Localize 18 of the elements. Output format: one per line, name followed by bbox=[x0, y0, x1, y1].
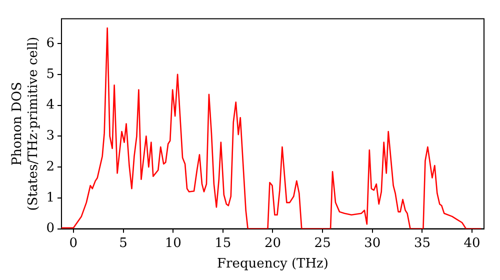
x-tick-label: 20 bbox=[264, 236, 282, 251]
y-tick-label: 5 bbox=[46, 66, 54, 82]
y-tick-label: 3 bbox=[46, 128, 54, 144]
y-tick-label: 6 bbox=[46, 36, 54, 51]
x-tick-label: 30 bbox=[364, 236, 381, 251]
x-tick-label: 0 bbox=[69, 236, 78, 251]
x-tick-label: 5 bbox=[119, 236, 128, 251]
y-tick-label: 0 bbox=[46, 221, 54, 236]
x-tick-label: 15 bbox=[214, 236, 232, 251]
y-tick-label: 1 bbox=[46, 190, 54, 206]
x-tick-label: 40 bbox=[464, 236, 480, 251]
x-tick-label: 10 bbox=[164, 236, 182, 251]
x-axis-title: Frequency (THz) bbox=[217, 256, 328, 272]
x-tick-label: 35 bbox=[414, 236, 430, 251]
y-axis-title: Phonon DOS (States/THz·primitive cell) bbox=[10, 36, 41, 211]
y-tick-label: 4 bbox=[46, 98, 54, 113]
x-tick-label: 25 bbox=[314, 236, 331, 251]
y-tick-label: 2 bbox=[46, 159, 54, 174]
